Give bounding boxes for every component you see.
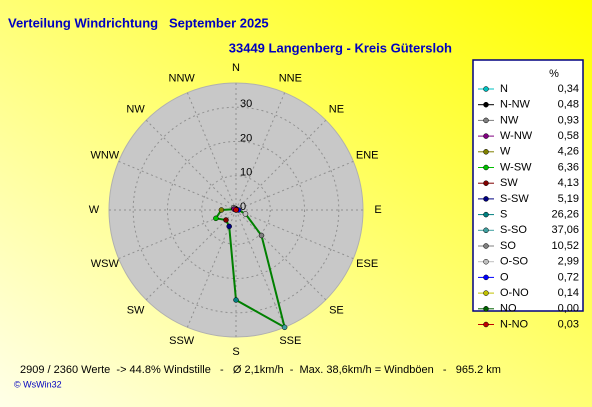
point [226,223,232,230]
legend-value: 2,99 [558,256,579,268]
legend-label: NW [500,114,519,126]
r-tick-label: 10 [240,167,252,179]
axis-label: SE [329,304,344,316]
axis-label: NNW [169,73,196,85]
legend-label: N-NO [500,318,529,330]
legend-value: 26,26 [551,209,579,221]
legend-marker [483,243,489,249]
legend-value: 0,48 [558,99,579,111]
legend-label: SW [500,177,518,189]
point [233,297,239,303]
legend-marker [483,164,489,171]
legend-label: W [500,146,511,158]
legend-label: N-NW [500,99,531,111]
spoke [235,209,354,260]
legend-label: O-NO [500,287,529,299]
legend-label: O-SO [500,256,529,268]
point [218,207,225,213]
legend-marker [483,274,489,281]
point [223,217,229,223]
legend-marker [483,258,489,265]
r-tick-label: 20 [240,132,252,144]
r-tick-label: 30 [240,98,252,110]
chart-subtitle: 33449 Langenberg - Kreis Gütersloh [229,40,452,55]
legend-box [472,59,584,312]
legend-value: 0,14 [558,287,579,299]
legend-value: 4,26 [558,146,579,158]
legend-label: NO [500,303,517,315]
spoke [235,209,327,301]
legend-header: % [549,68,559,80]
axis-label: W [89,204,100,216]
legend-value: 0,72 [558,271,579,283]
legend-marker [483,196,489,202]
point [213,215,219,222]
legend-marker [483,306,489,312]
spoke [186,209,237,328]
legend-marker [483,180,489,186]
legend-label: W-NW [500,130,533,142]
spoke [186,92,237,211]
axis-label: SSW [169,335,195,347]
point [233,207,239,213]
legend-value: 0,58 [558,130,579,142]
legend-label: S [500,209,507,221]
spoke [235,209,286,328]
r-tick-label: 0 [240,201,246,213]
credit: © WsWin32 [14,379,62,389]
point [281,324,288,331]
grid-ring [201,175,271,245]
axis-label: WNW [90,150,119,162]
axis-label: SSE [279,335,301,347]
spoke [235,119,327,211]
point [242,211,249,217]
legend-marker [483,211,489,218]
legend-label: S-SW [500,193,529,205]
legend-value: 0,00 [558,303,579,315]
legend-marker [483,101,489,108]
legend-value: 0,03 [558,318,579,330]
legend-label: SO [500,240,516,252]
axis-label: E [374,204,381,216]
axis-label: S [232,346,239,358]
footer: 2909 / 2360 Werte -> 44.8% Windstille - … [20,364,501,376]
legend-value: 5,19 [558,193,579,205]
grid-ring [166,140,306,280]
legend-label: O [500,271,509,283]
spoke [145,119,237,211]
legend-marker [483,117,489,124]
axis-label: ENE [356,150,379,162]
axis-label: WSW [91,258,120,270]
axis-label: SW [127,304,145,316]
spoke [145,209,237,301]
legend-marker [483,321,489,328]
legend-value: 4,13 [558,177,579,189]
spoke [235,92,286,211]
spoke [118,160,237,211]
legend-value: 0,34 [558,83,579,95]
axis-label: NE [329,103,344,115]
legend-label: W-SW [500,161,532,173]
legend-marker [483,86,489,92]
axis-label: NNE [279,73,302,85]
legend-label: S-SO [500,224,527,236]
axis-label: N [232,62,240,74]
axis-label: NW [126,103,145,115]
axis-label: ESE [356,258,378,270]
legend-marker [483,149,489,155]
legend-marker [483,227,489,234]
legend-value: 10,52 [551,240,579,252]
legend-marker [483,133,489,139]
legend-label: N [500,83,508,95]
grid-ring [132,106,340,314]
chart-title: Verteilung Windrichtung September 2025 [8,15,269,30]
spoke [235,160,354,211]
legend-marker [483,290,489,296]
point [258,232,265,239]
legend-value: 0,93 [558,114,579,126]
legend-value: 37,06 [551,224,579,236]
legend-value: 6,36 [558,161,579,173]
